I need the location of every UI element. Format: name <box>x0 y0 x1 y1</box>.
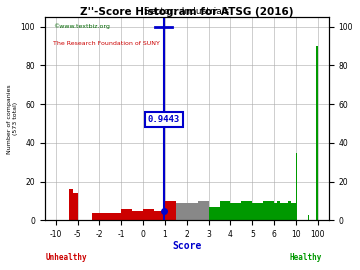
Text: Unhealthy: Unhealthy <box>46 253 87 262</box>
Text: Healthy: Healthy <box>289 253 322 262</box>
Bar <box>296 153 297 220</box>
Bar <box>99 213 110 220</box>
Bar <box>242 201 252 220</box>
Bar <box>198 201 209 220</box>
Bar <box>316 46 318 220</box>
Bar <box>165 201 176 220</box>
Bar <box>291 203 293 220</box>
X-axis label: Score: Score <box>172 241 202 251</box>
Bar <box>252 203 263 220</box>
Text: ©www.textbiz.org: ©www.textbiz.org <box>53 23 110 29</box>
Bar <box>209 207 220 220</box>
Text: Sector:  Industrials: Sector: Industrials <box>144 7 229 16</box>
Bar <box>288 201 291 220</box>
Bar <box>280 203 282 220</box>
Bar <box>92 213 99 220</box>
Y-axis label: Number of companies
(573 total): Number of companies (573 total) <box>7 84 18 154</box>
Title: Z''-Score Histogram for ATSG (2016): Z''-Score Histogram for ATSG (2016) <box>80 7 293 17</box>
Bar <box>143 209 154 220</box>
Text: 0.9443: 0.9443 <box>148 115 180 124</box>
Bar <box>69 189 73 220</box>
Bar <box>132 211 143 220</box>
Bar <box>73 193 77 220</box>
Bar <box>282 203 285 220</box>
Bar <box>230 203 242 220</box>
Bar <box>220 201 230 220</box>
Bar <box>187 203 198 220</box>
Bar <box>277 201 280 220</box>
Bar <box>285 203 288 220</box>
Bar <box>121 209 132 220</box>
Bar <box>263 201 274 220</box>
Bar <box>176 203 187 220</box>
Bar <box>293 203 296 220</box>
Bar <box>308 215 309 220</box>
Bar <box>110 213 121 220</box>
Text: The Research Foundation of SUNY: The Research Foundation of SUNY <box>53 41 160 46</box>
Bar <box>274 203 277 220</box>
Bar <box>154 211 165 220</box>
